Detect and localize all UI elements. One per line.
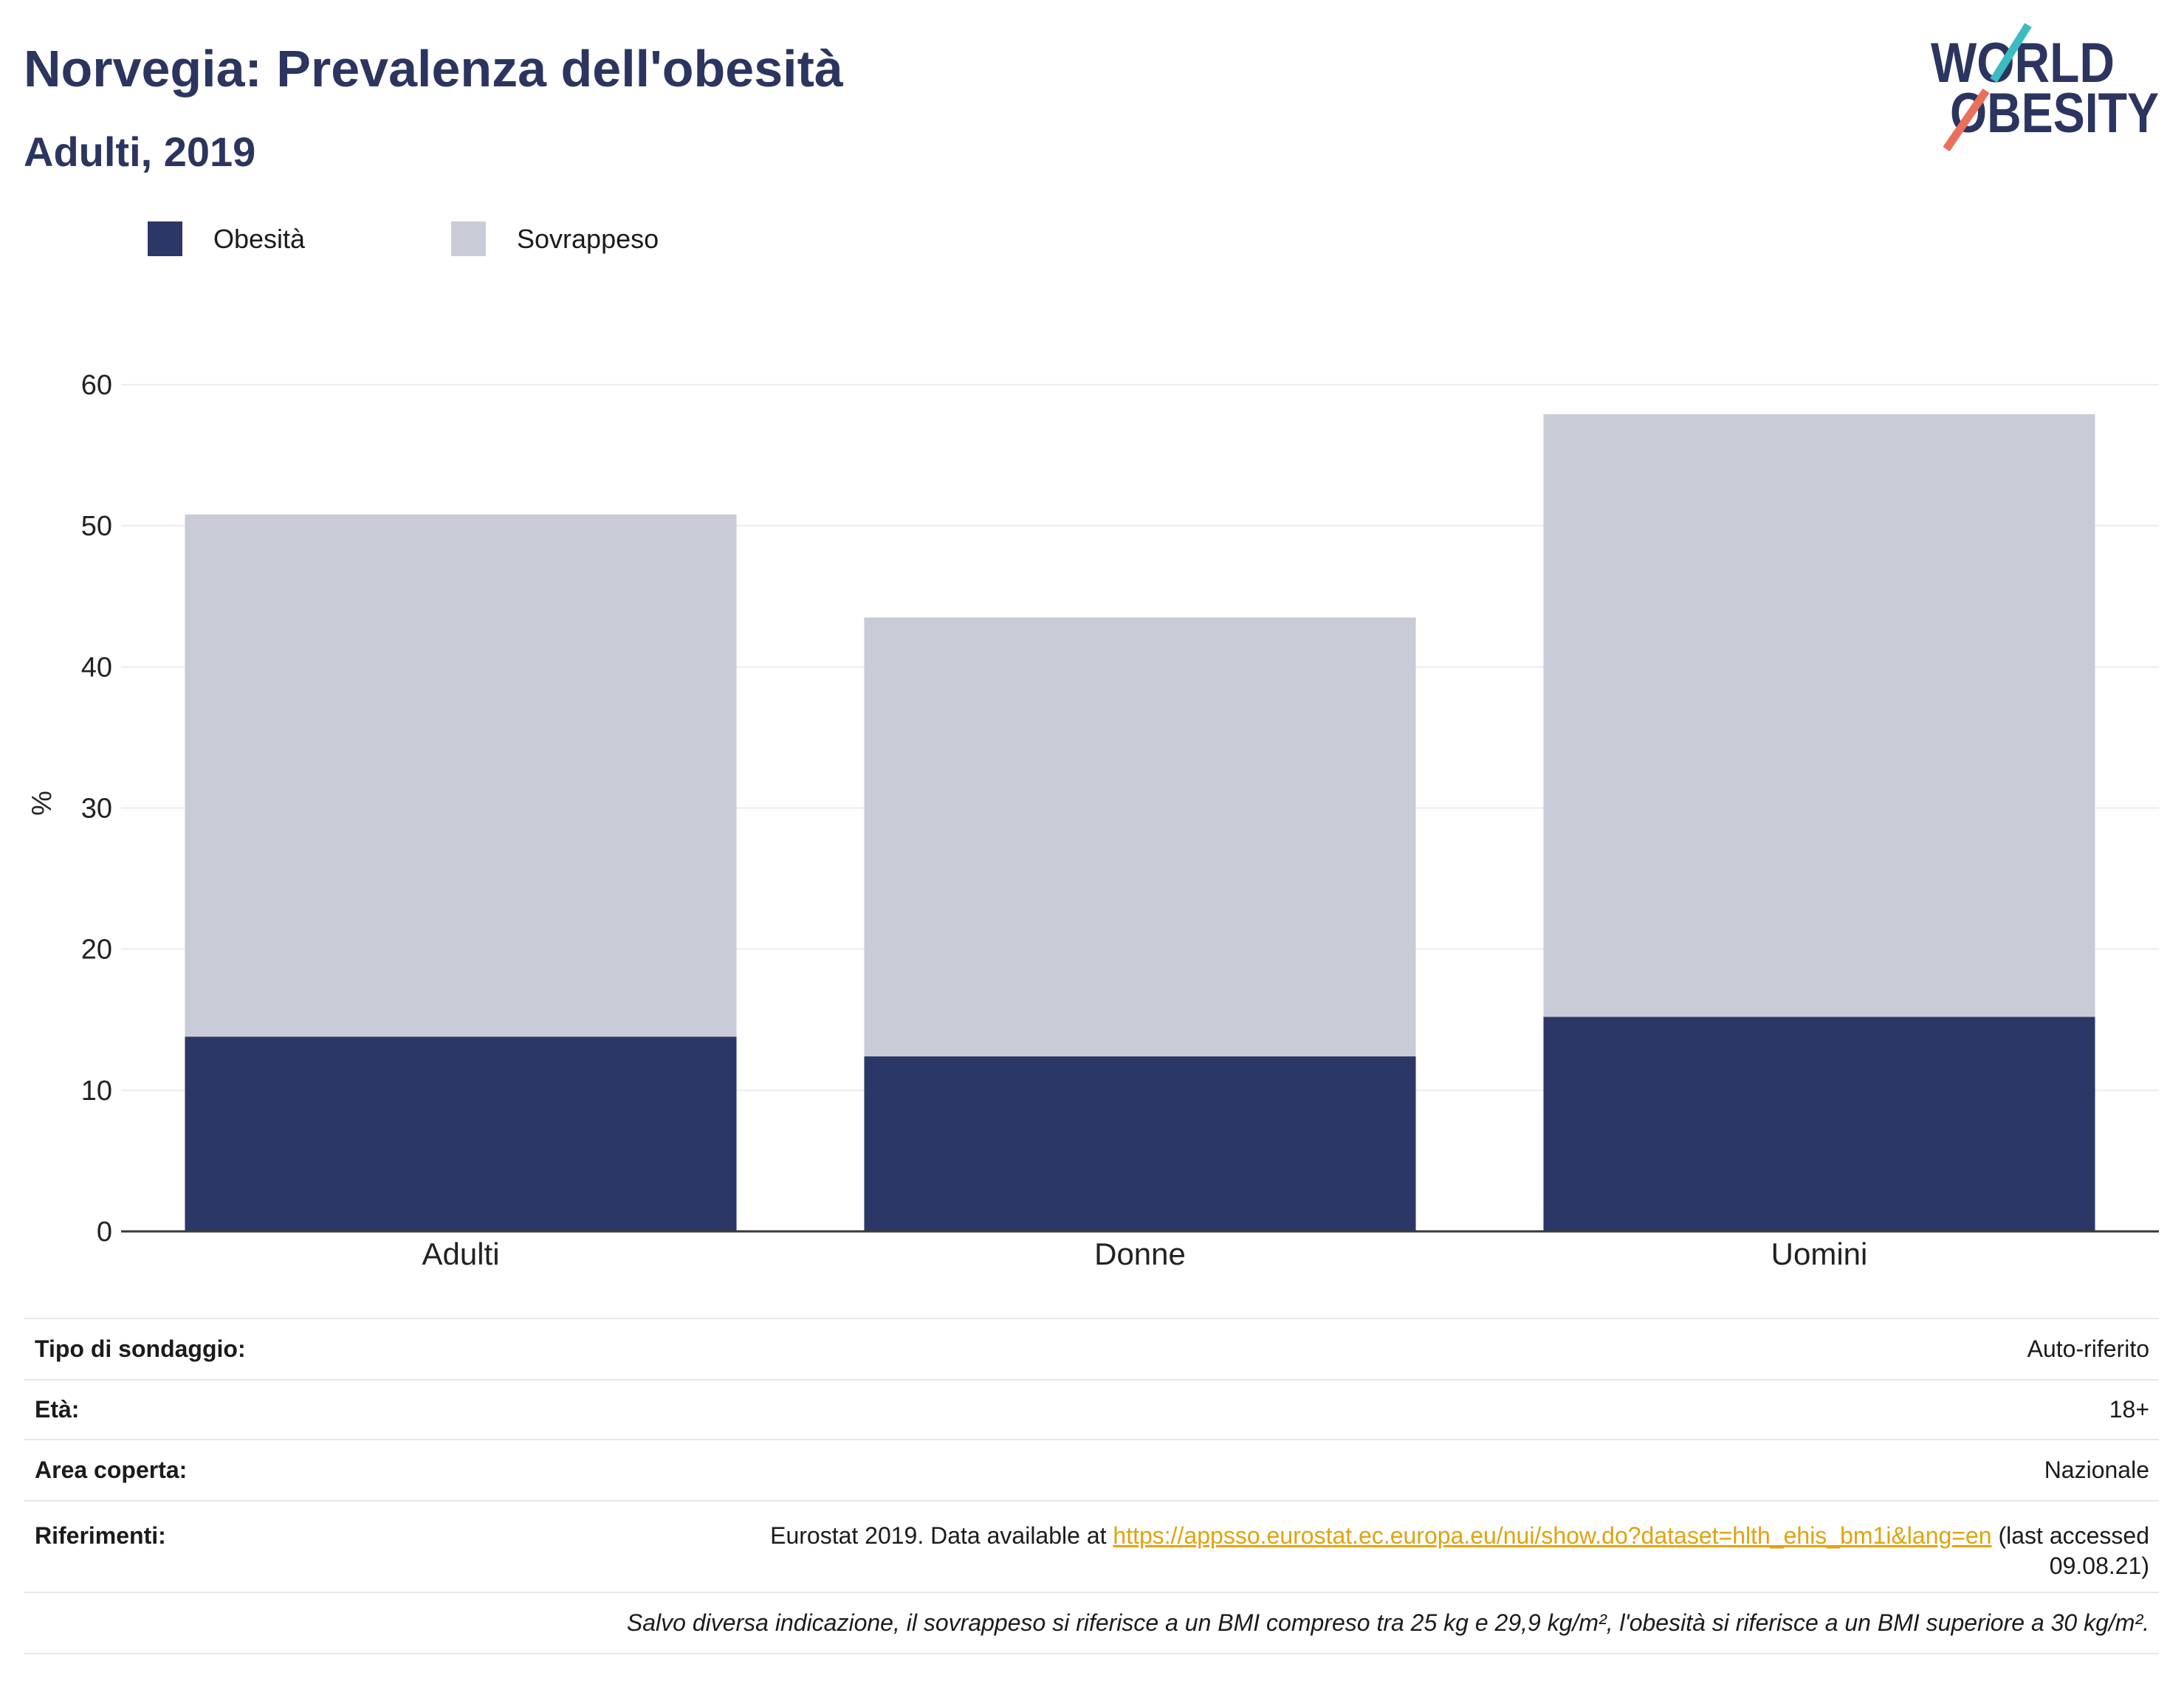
chart-title: Norvegia: Prevalenza dell'obesità	[24, 40, 843, 97]
x-tick-label-adulti: Adulti	[422, 1237, 499, 1271]
bar-obesita-adulti	[185, 1036, 737, 1231]
legend-item-sovrappeso: Sovrappeso	[451, 221, 659, 256]
info-row-references: Riferimenti: Eurostat 2019. Data availab…	[24, 1502, 2159, 1593]
legend-item-obesita: Obesità	[148, 221, 305, 256]
y-tick-label-30: 30	[81, 794, 112, 825]
bar-sovrappeso-uomini	[1543, 414, 2095, 1017]
legend-label-sovrappeso: Sovrappeso	[517, 223, 659, 254]
info-label: Età:	[35, 1396, 80, 1423]
legend-swatch-obesita	[148, 221, 182, 256]
y-tick-label-60: 60	[81, 370, 112, 401]
logo-slash-coral	[1943, 88, 1990, 152]
logo-line-1: WORLD	[1931, 32, 2115, 94]
bar-obesita-uomini	[1543, 1017, 2095, 1231]
footnote: Salvo diversa indicazione, il sovrappeso…	[626, 1609, 2149, 1636]
y-tick-label-40: 40	[81, 652, 112, 683]
chart-legend: Obesità Sovrappeso	[148, 221, 738, 256]
references-line-1: Eurostat 2019. Data available at https:/…	[770, 1521, 2149, 1551]
references-prefix: Eurostat 2019. Data available at	[770, 1522, 1113, 1549]
logo-slash-teal	[1990, 23, 2032, 83]
info-value: Auto-riferito	[2027, 1335, 2149, 1362]
info-row-area: Area coperta: Nazionale	[24, 1440, 2159, 1502]
chart-subtitle: Adulti, 2019	[24, 128, 256, 175]
chart-x-labels: Adulti Donne Uomini	[422, 1237, 1867, 1271]
legend-swatch-sovrappeso	[451, 221, 486, 256]
y-tick-label-20: 20	[81, 935, 112, 966]
chart-y-ticks: 0 10 20 30 40 50 60	[81, 370, 112, 1248]
references-text: Eurostat 2019. Data available at https:/…	[770, 1521, 2149, 1581]
bar-sovrappeso-donne	[864, 617, 1416, 1056]
info-row-age: Età: 18+	[24, 1381, 2159, 1440]
y-tick-label-10: 10	[81, 1076, 112, 1107]
bar-obesita-donne	[864, 1056, 1416, 1231]
references-suffix: (last accessed	[1991, 1522, 2149, 1549]
world-obesity-logo: WORLD OBESITY	[1931, 23, 2159, 152]
y-tick-label-50: 50	[81, 511, 112, 542]
info-value: 18+	[2109, 1396, 2149, 1423]
x-tick-label-uomini: Uomini	[1771, 1237, 1868, 1271]
info-row-footnote: Salvo diversa indicazione, il sovrappeso…	[24, 1593, 2159, 1654]
references-line-2: 09.08.21)	[2049, 1553, 2149, 1579]
legend-label-obesita: Obesità	[213, 223, 306, 254]
eurostat-link[interactable]: https://appsso.eurostat.ec.europa.eu/nui…	[1113, 1522, 1992, 1549]
stacked-bar-chart: 0 10 20 30 40 50 60 Adulti Donne Uomini %	[27, 370, 2159, 1271]
info-label: Area coperta:	[35, 1457, 188, 1483]
info-table: Tipo di sondaggio: Auto-riferito Età: 18…	[24, 1318, 2159, 1654]
info-label: Riferimenti:	[35, 1522, 166, 1549]
info-label: Tipo di sondaggio:	[35, 1335, 246, 1362]
bar-sovrappeso-adulti	[185, 514, 737, 1037]
y-axis-label: %	[27, 791, 58, 816]
info-row-survey-type: Tipo di sondaggio: Auto-riferito	[24, 1319, 2159, 1381]
info-value: Nazionale	[2044, 1457, 2149, 1483]
y-tick-label-0: 0	[97, 1217, 112, 1248]
x-tick-label-donne: Donne	[1094, 1237, 1186, 1271]
chart-bars	[185, 414, 2095, 1231]
